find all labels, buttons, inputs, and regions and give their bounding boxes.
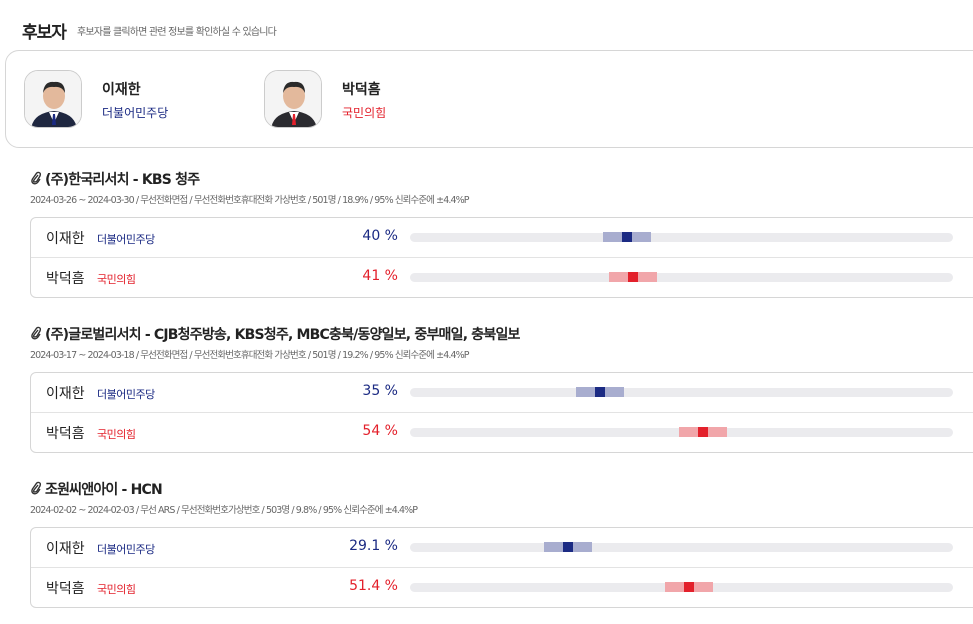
result-track [410, 273, 953, 282]
candidate-panel [5, 50, 973, 148]
poll-details: 2024-02-02 ~ 2024-02-03 / 무선 ARS / 무선전화번… [30, 505, 418, 516]
value-marker [595, 387, 606, 397]
result-party: 국민의힘 [97, 583, 136, 596]
candidate-photo[interactable] [24, 70, 82, 128]
header-title: 후보자 [22, 23, 67, 43]
clip-icon-art [31, 171, 42, 185]
avatar-art [25, 71, 81, 127]
result-value: 29.1 % [349, 538, 398, 554]
value-marker [563, 542, 573, 552]
result-track [410, 388, 953, 397]
poll-title: (주)한국리서치 - KBS 청주 [45, 172, 200, 188]
result-card [30, 217, 973, 298]
result-value: 41 % [362, 268, 398, 284]
result-name: 박덕흠 [46, 271, 85, 287]
result-value: 35 % [362, 383, 398, 399]
result-party: 더불어민주당 [97, 543, 155, 556]
poll-title: 조원씨앤아이 - HCN [45, 482, 163, 498]
result-name: 이재한 [46, 386, 85, 402]
value-marker [684, 582, 695, 592]
header-subtitle: 후보자를 클릭하면 관련 정보를 확인하실 수 있습니다 [77, 27, 277, 38]
value-marker [627, 272, 638, 282]
row-divider [31, 412, 973, 413]
clip-icon-art [31, 326, 42, 340]
result-value: 54 % [362, 423, 398, 439]
candidate-party[interactable]: 국민의힘 [342, 106, 387, 120]
result-card [30, 527, 973, 608]
value-marker [622, 232, 633, 242]
clip-icon [30, 480, 42, 499]
result-card [30, 372, 973, 453]
avatar-art [265, 71, 321, 127]
result-name: 이재한 [46, 541, 85, 557]
row-divider [31, 567, 973, 568]
result-party: 국민의힘 [97, 428, 136, 441]
result-name: 박덕흠 [46, 426, 85, 442]
clip-icon-art [31, 481, 42, 495]
candidate-photo[interactable] [264, 70, 322, 128]
result-value: 51.4 % [349, 578, 398, 594]
result-value: 40 % [362, 228, 398, 244]
candidate-name[interactable]: 박덕흠 [342, 82, 381, 98]
poll-details: 2024-03-26 ~ 2024-03-30 / 무선전화면접 / 무선전화번… [30, 195, 469, 206]
result-party: 더불어민주당 [97, 233, 155, 246]
result-name: 이재한 [46, 231, 85, 247]
value-marker [698, 427, 709, 437]
result-name: 박덕흠 [46, 581, 85, 597]
poll-details: 2024-03-17 ~ 2024-03-18 / 무선전화면접 / 무선전화번… [30, 350, 469, 361]
candidate-name[interactable]: 이재한 [102, 82, 141, 98]
clip-icon [30, 325, 42, 344]
result-party: 더불어민주당 [97, 388, 155, 401]
result-track [410, 543, 953, 552]
poll-title: (주)글로벌리서치 - CJB청주방송, KBS청주, MBC충북/동양일보, … [45, 327, 520, 343]
candidate-party[interactable]: 더불어민주당 [102, 106, 169, 120]
clip-icon [30, 170, 42, 189]
row-divider [31, 257, 973, 258]
result-track [410, 233, 953, 242]
result-party: 국민의힘 [97, 273, 136, 286]
